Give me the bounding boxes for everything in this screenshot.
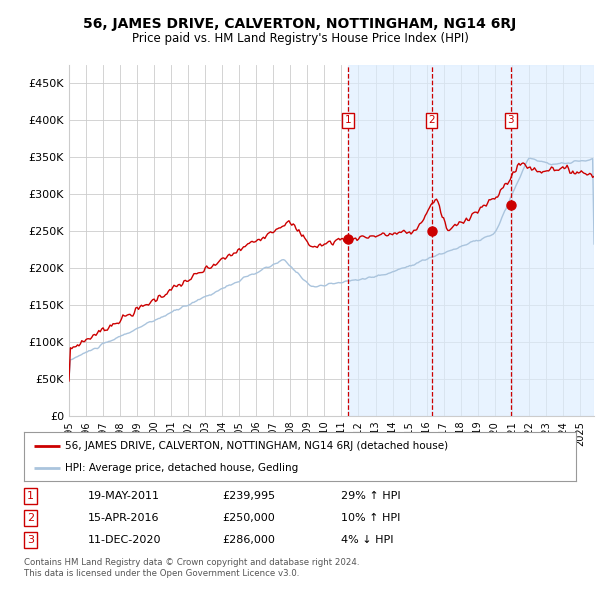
Text: 11-DEC-2020: 11-DEC-2020 (88, 535, 161, 545)
Text: Price paid vs. HM Land Registry's House Price Index (HPI): Price paid vs. HM Land Registry's House … (131, 32, 469, 45)
Text: 2: 2 (428, 115, 435, 125)
Text: £239,995: £239,995 (223, 491, 276, 501)
Text: 56, JAMES DRIVE, CALVERTON, NOTTINGHAM, NG14 6RJ: 56, JAMES DRIVE, CALVERTON, NOTTINGHAM, … (83, 17, 517, 31)
Text: £286,000: £286,000 (223, 535, 275, 545)
Bar (348, 65, 594, 416)
Text: 15-APR-2016: 15-APR-2016 (88, 513, 159, 523)
Text: 19-MAY-2011: 19-MAY-2011 (88, 491, 160, 501)
Text: 2: 2 (27, 513, 34, 523)
Text: 1: 1 (27, 491, 34, 501)
Text: 1: 1 (344, 115, 351, 125)
Text: Contains HM Land Registry data © Crown copyright and database right 2024.: Contains HM Land Registry data © Crown c… (24, 558, 359, 567)
Text: 10% ↑ HPI: 10% ↑ HPI (341, 513, 401, 523)
Text: HPI: Average price, detached house, Gedling: HPI: Average price, detached house, Gedl… (65, 463, 299, 473)
Text: £250,000: £250,000 (223, 513, 275, 523)
Text: 3: 3 (508, 115, 514, 125)
Text: 4% ↓ HPI: 4% ↓ HPI (341, 535, 394, 545)
Text: 56, JAMES DRIVE, CALVERTON, NOTTINGHAM, NG14 6RJ (detached house): 56, JAMES DRIVE, CALVERTON, NOTTINGHAM, … (65, 441, 449, 451)
Text: 29% ↑ HPI: 29% ↑ HPI (341, 491, 401, 501)
Text: 3: 3 (27, 535, 34, 545)
Text: This data is licensed under the Open Government Licence v3.0.: This data is licensed under the Open Gov… (24, 569, 299, 578)
